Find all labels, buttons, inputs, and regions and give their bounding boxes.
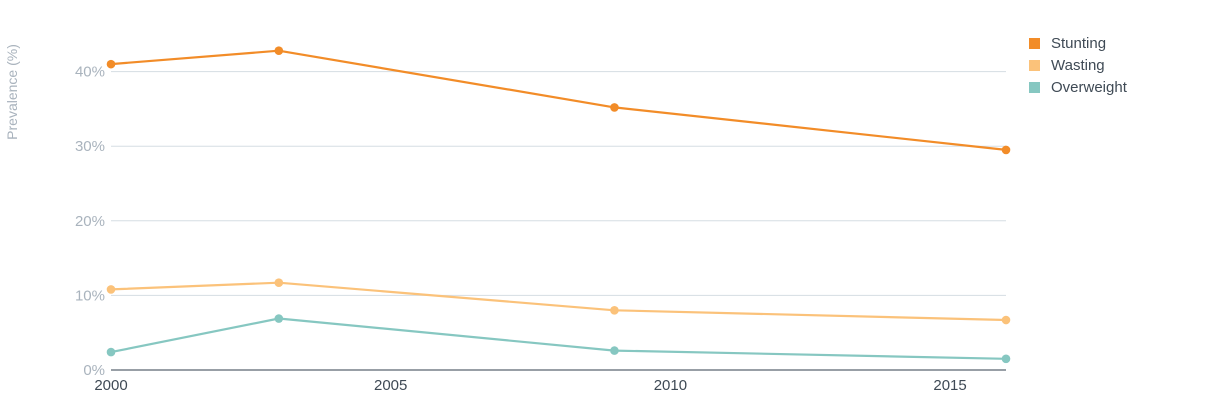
y-tick-label: 0% <box>83 362 105 379</box>
y-axis-ticks: 0% 10% 20% 30% 40% <box>75 64 105 379</box>
legend-item-wasting[interactable]: Wasting <box>1029 57 1105 74</box>
series-wasting <box>106 278 1011 325</box>
series-line-overweight <box>110 317 1007 360</box>
x-tick-label: 2000 <box>94 377 127 394</box>
legend-item-stunting[interactable]: Stunting <box>1029 35 1106 52</box>
data-point-overweight[interactable] <box>106 347 116 357</box>
legend-label: Wasting <box>1051 57 1105 74</box>
x-tick-label: 2015 <box>933 377 966 394</box>
legend-swatch <box>1029 60 1040 71</box>
legend-item-overweight[interactable]: Overweight <box>1029 79 1128 96</box>
y-tick-label: 30% <box>75 138 105 155</box>
x-axis-ticks: 2000 2005 2010 2015 <box>94 377 966 394</box>
legend: Stunting Wasting Overweight <box>1029 35 1128 96</box>
data-point-wasting[interactable] <box>1001 315 1011 325</box>
y-tick-label: 10% <box>75 287 105 304</box>
data-point-overweight[interactable] <box>274 314 284 323</box>
data-point-overweight[interactable] <box>1001 354 1011 364</box>
data-point-wasting[interactable] <box>106 285 116 294</box>
data-point-stunting[interactable] <box>106 59 116 69</box>
x-tick-label: 2010 <box>654 377 687 394</box>
legend-label: Overweight <box>1051 79 1128 96</box>
data-point-stunting[interactable] <box>1001 145 1011 155</box>
series-lines <box>106 46 1011 364</box>
y-tick-label: 40% <box>75 64 105 81</box>
series-overweight <box>106 314 1011 364</box>
x-tick-label: 2005 <box>374 377 407 394</box>
legend-swatch <box>1029 38 1040 49</box>
gridlines <box>111 71 1006 296</box>
data-point-stunting[interactable] <box>610 103 619 112</box>
series-stunting <box>106 46 1011 155</box>
legend-label: Stunting <box>1051 35 1106 52</box>
y-axis-label: Prevalence (%) <box>4 44 20 140</box>
y-tick-label: 20% <box>75 213 105 230</box>
series-line-stunting <box>110 49 1007 151</box>
legend-swatch <box>1029 82 1040 93</box>
data-point-stunting[interactable] <box>274 46 284 56</box>
data-point-wasting[interactable] <box>274 278 284 288</box>
data-point-overweight[interactable] <box>610 346 619 355</box>
data-point-wasting[interactable] <box>610 306 619 315</box>
series-line-wasting <box>110 281 1007 322</box>
